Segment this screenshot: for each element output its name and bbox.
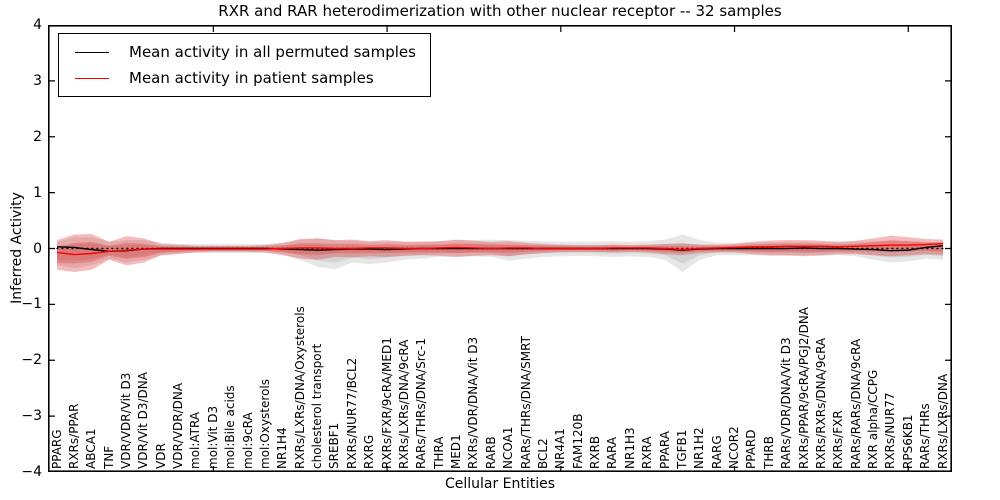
y-tick-label: 3 <box>33 72 42 89</box>
legend-label-patient: Mean activity in patient samples <box>129 69 374 87</box>
x-tick-label: RXRs/LXRs/DNA <box>935 373 950 469</box>
y-tick-label: −4 <box>21 464 42 480</box>
legend-item-patient: Mean activity in patient samples <box>59 65 416 91</box>
legend-item-permuted: Mean activity in all permuted samples <box>59 39 416 65</box>
legend: Mean activity in all permuted samples Me… <box>58 33 431 97</box>
permuted-range-outer-band <box>57 234 943 272</box>
patient-range-inner-band <box>57 240 943 264</box>
permuted-line-swatch-icon <box>75 51 109 53</box>
tick-marks <box>48 25 952 472</box>
y-tick-label: 0 <box>33 240 42 257</box>
y-tick-label: 1 <box>33 184 42 201</box>
patient-range-outer-band <box>57 234 943 272</box>
x-axis-label: Cellular Entities <box>444 476 556 492</box>
plot-area <box>48 25 952 472</box>
y-tick-label: −1 <box>21 296 42 313</box>
y-tick-label: −3 <box>21 408 42 425</box>
y-tick-label: −2 <box>21 352 42 369</box>
patient-line-swatch-icon <box>75 77 109 79</box>
chart-title: RXR and RAR heterodimerization with othe… <box>218 2 782 20</box>
patient-mean-line <box>56 242 944 256</box>
y-tick-label: 2 <box>33 128 42 145</box>
legend-label-permuted: Mean activity in all permuted samples <box>129 43 416 61</box>
y-tick-label: 4 <box>33 17 42 33</box>
